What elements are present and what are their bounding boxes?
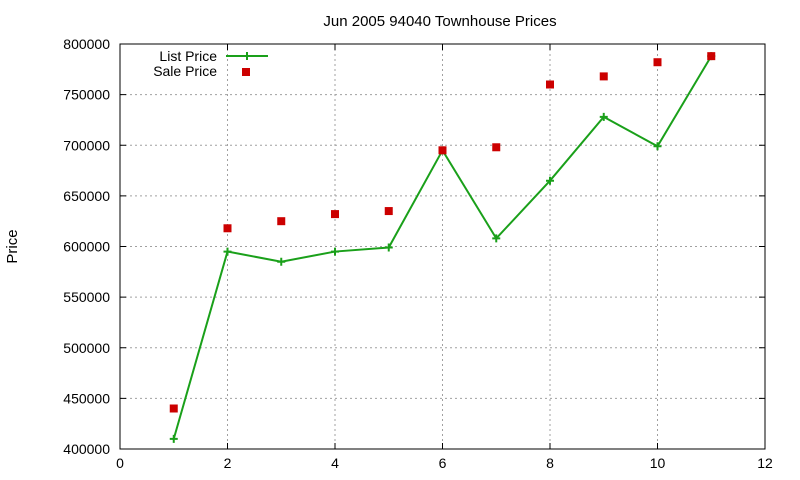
- x-tick-label: 6: [439, 455, 447, 471]
- sale-price-point: [223, 224, 232, 233]
- list-price-point: [492, 234, 501, 243]
- y-tick-label: 500000: [63, 340, 110, 356]
- x-tick-label: 0: [116, 455, 124, 471]
- x-tick-label: 8: [546, 455, 554, 471]
- list-price-point: [169, 434, 178, 443]
- sale-price-point: [707, 52, 716, 61]
- y-tick-label: 400000: [63, 441, 110, 457]
- list-price-point: [223, 247, 232, 256]
- y-tick-label: 450000: [63, 390, 110, 406]
- y-tick-label: 650000: [63, 188, 110, 204]
- legend-marker-list-price: [243, 52, 251, 60]
- list-price-line: [172, 55, 713, 440]
- y-tick-label: 550000: [63, 289, 110, 305]
- list-price-point: [384, 243, 393, 252]
- list-price-point: [653, 142, 662, 151]
- x-tick-label: 4: [331, 455, 339, 471]
- sale-price-point: [599, 72, 608, 81]
- x-tick-label: 2: [224, 455, 232, 471]
- legend-label-list-price: List Price: [159, 48, 217, 64]
- sale-price-point: [169, 404, 178, 413]
- sale-price-point: [492, 143, 501, 152]
- y-tick-label: 700000: [63, 137, 110, 153]
- sale-price-point: [546, 80, 554, 89]
- grid-lines: [120, 44, 765, 449]
- sale-price-point: [277, 217, 286, 226]
- y-tick-label: 600000: [63, 239, 110, 255]
- list-price-point: [546, 176, 554, 185]
- sale-price-point: [331, 210, 339, 219]
- legend: List Price Sale Price: [153, 48, 268, 79]
- sale-price-point: [653, 58, 662, 67]
- sale-price-point: [438, 146, 447, 155]
- x-tick-label: 12: [757, 455, 773, 471]
- legend-swatch-sale-price: [242, 68, 250, 76]
- chart-title: Jun 2005 94040 Townhouse Prices: [323, 13, 556, 30]
- data-series: [169, 52, 716, 443]
- axis-ticks: 0 2 4 6 8 10 12 400000 450000 500000 550000 600000 6…: [63, 36, 773, 471]
- y-tick-label: 800000: [63, 36, 110, 52]
- x-tick-label: 10: [650, 455, 666, 471]
- y-tick-label: 750000: [63, 87, 110, 103]
- legend-label-sale-price: Sale Price: [153, 63, 217, 79]
- list-price-point: [331, 247, 339, 256]
- sale-price-point: [384, 207, 393, 216]
- y-axis-title: Price: [4, 229, 21, 263]
- list-price-point: [599, 112, 608, 121]
- list-price-point: [277, 257, 286, 266]
